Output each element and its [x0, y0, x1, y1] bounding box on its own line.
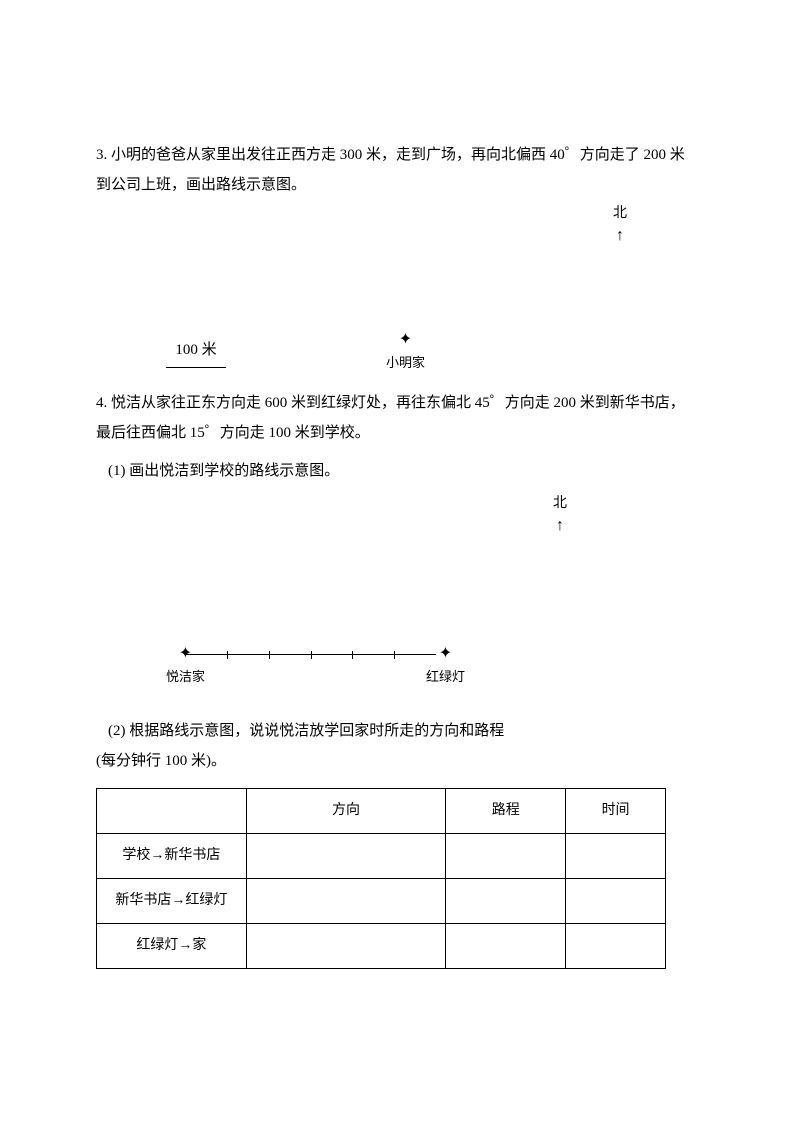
diagram-4: 北 ↑ 悦洁家 红绿灯 — [96, 486, 697, 696]
cell-dist-3 — [446, 924, 566, 969]
north-indicator-3: 北 ↑ — [613, 200, 627, 244]
cell-time-1 — [566, 834, 666, 879]
problem-4-sub2: (2) 根据路线示意图，说说悦洁放学回家时所走的方向和路程 — [108, 716, 697, 746]
cross-icon-light — [436, 644, 456, 664]
problem-4-sub1: (1) 画出悦洁到学校的路线示意图。 — [108, 456, 697, 486]
north-label-3: 北 — [613, 206, 627, 221]
scale-line-3 — [166, 367, 226, 368]
cell-dir-1 — [246, 834, 446, 879]
cell-dir-2 — [246, 879, 446, 924]
header-direction: 方向 — [246, 789, 446, 834]
point-traffic-light: 红绿灯 — [426, 644, 465, 690]
cell-dist-2 — [446, 879, 566, 924]
scale-bar-3: 100 米 — [166, 335, 226, 368]
point-yuejie-home: 悦洁家 — [166, 644, 205, 690]
problem-4-text: 4. 悦洁从家往正东方向走 600 米到红绿灯处，再往东偏北 45゜方向走 20… — [96, 388, 697, 448]
cell-dir-3 — [246, 924, 446, 969]
header-blank — [97, 789, 247, 834]
point-xiaoming-home: 小明家 — [386, 330, 425, 376]
path-line-main — [186, 654, 436, 655]
tick-1 — [227, 651, 228, 659]
cell-path-1: 学校→新华书店 — [97, 834, 247, 879]
north-label-4: 北 — [553, 496, 567, 511]
north-indicator-4: 北 ↑ — [553, 490, 567, 534]
tick-2 — [269, 651, 270, 659]
problem-4: 4. 悦洁从家往正东方向走 600 米到红绿灯处，再往东偏北 45゜方向走 20… — [96, 388, 697, 969]
header-time: 时间 — [566, 789, 666, 834]
cross-icon — [396, 330, 416, 350]
header-distance: 路程 — [446, 789, 566, 834]
tick-4 — [352, 651, 353, 659]
route-table: 方向 路程 时间 学校→新华书店 新华书店→红绿灯 — [96, 788, 666, 969]
cell-time-3 — [566, 924, 666, 969]
problem-4-sub2b: (每分钟行 100 米)。 — [96, 746, 697, 776]
north-arrow-icon-4: ↑ — [553, 518, 567, 534]
cell-path-3: 红绿灯→家 — [97, 924, 247, 969]
table-header-row: 方向 路程 时间 — [97, 789, 666, 834]
table-row: 红绿灯→家 — [97, 924, 666, 969]
cell-dist-1 — [446, 834, 566, 879]
north-arrow-icon: ↑ — [613, 228, 627, 244]
scale-label-3: 100 米 — [175, 342, 216, 358]
tick-5 — [394, 651, 395, 659]
diagram-3: 北 ↑ 100 米 小明家 — [96, 200, 697, 380]
problem-3: 3. 小明的爸爸从家里出发往正西方走 300 米，走到广场，再向北偏西 40゜方… — [96, 140, 697, 380]
table-row: 学校→新华书店 — [97, 834, 666, 879]
page-content: 3. 小明的爸爸从家里出发往正西方走 300 米，走到广场，再向北偏西 40゜方… — [0, 0, 793, 1037]
cell-time-2 — [566, 879, 666, 924]
tick-3 — [311, 651, 312, 659]
cell-path-2: 新华书店→红绿灯 — [97, 879, 247, 924]
problem-3-text: 3. 小明的爸爸从家里出发往正西方走 300 米，走到广场，再向北偏西 40゜方… — [96, 140, 697, 200]
table-row: 新华书店→红绿灯 — [97, 879, 666, 924]
